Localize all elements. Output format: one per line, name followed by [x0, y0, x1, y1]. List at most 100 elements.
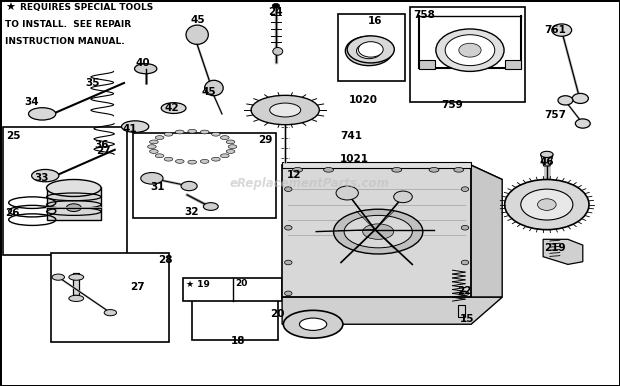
Ellipse shape — [200, 130, 209, 134]
Bar — [505, 60, 521, 69]
Text: eReplacementParts.com: eReplacementParts.com — [230, 177, 390, 190]
Text: REQUIRES SPECIAL TOOLS: REQUIRES SPECIAL TOOLS — [20, 3, 153, 12]
Text: INSTRUCTION MANUAL.: INSTRUCTION MANUAL. — [5, 37, 125, 46]
Text: 1021: 1021 — [340, 154, 369, 164]
Polygon shape — [471, 165, 502, 297]
Ellipse shape — [149, 149, 158, 153]
Ellipse shape — [541, 151, 553, 157]
Ellipse shape — [347, 36, 394, 63]
Ellipse shape — [363, 224, 394, 239]
Ellipse shape — [149, 140, 158, 144]
Ellipse shape — [164, 157, 173, 161]
Text: 41: 41 — [123, 124, 138, 134]
Ellipse shape — [436, 29, 504, 71]
Text: 26: 26 — [5, 208, 19, 218]
Ellipse shape — [181, 181, 197, 191]
Text: 27: 27 — [96, 146, 111, 156]
Bar — [183, 278, 282, 301]
Polygon shape — [282, 165, 502, 179]
Ellipse shape — [538, 199, 556, 210]
Ellipse shape — [221, 135, 229, 139]
Ellipse shape — [270, 103, 301, 117]
Bar — [458, 305, 465, 317]
Ellipse shape — [461, 187, 469, 191]
Text: 25: 25 — [6, 131, 20, 141]
Text: 24: 24 — [268, 7, 283, 17]
Ellipse shape — [141, 173, 163, 184]
Ellipse shape — [203, 203, 218, 210]
Bar — [410, 7, 525, 102]
Text: 32: 32 — [185, 207, 199, 217]
Ellipse shape — [392, 168, 402, 172]
Ellipse shape — [226, 140, 235, 144]
Text: 18: 18 — [231, 336, 246, 346]
Ellipse shape — [394, 191, 412, 203]
Text: 759: 759 — [441, 100, 463, 110]
Ellipse shape — [188, 160, 197, 164]
Ellipse shape — [69, 274, 84, 280]
Text: 33: 33 — [34, 173, 48, 183]
Text: 27: 27 — [130, 282, 145, 292]
Text: 15: 15 — [460, 314, 474, 324]
Ellipse shape — [205, 80, 223, 96]
Ellipse shape — [461, 260, 469, 265]
Text: 20: 20 — [236, 279, 248, 288]
Ellipse shape — [572, 93, 588, 103]
Polygon shape — [543, 239, 583, 264]
Text: 28: 28 — [158, 255, 172, 265]
Bar — [133, 133, 276, 218]
Ellipse shape — [324, 168, 334, 172]
Ellipse shape — [285, 291, 292, 296]
Ellipse shape — [104, 310, 117, 316]
Bar — [73, 273, 79, 295]
Ellipse shape — [558, 96, 573, 105]
Ellipse shape — [299, 318, 327, 330]
Text: 45: 45 — [202, 87, 216, 97]
Ellipse shape — [445, 35, 495, 66]
Ellipse shape — [521, 189, 573, 220]
Ellipse shape — [454, 168, 464, 172]
Bar — [192, 297, 278, 340]
Ellipse shape — [175, 130, 184, 134]
Text: 22: 22 — [458, 286, 472, 296]
Ellipse shape — [285, 187, 292, 191]
Text: TO INSTALL.  SEE REPAIR: TO INSTALL. SEE REPAIR — [5, 20, 131, 29]
Ellipse shape — [285, 260, 292, 265]
Text: ★ 19: ★ 19 — [186, 279, 210, 288]
Ellipse shape — [358, 42, 383, 57]
Ellipse shape — [188, 129, 197, 133]
Text: 40: 40 — [135, 58, 150, 68]
Text: 34: 34 — [25, 97, 40, 107]
Ellipse shape — [211, 132, 220, 136]
Ellipse shape — [46, 179, 101, 196]
Text: 45: 45 — [191, 15, 206, 25]
Ellipse shape — [345, 36, 392, 66]
Polygon shape — [282, 165, 471, 297]
Bar — [51, 253, 169, 342]
Ellipse shape — [334, 209, 423, 254]
Text: 761: 761 — [544, 25, 566, 36]
Ellipse shape — [66, 204, 81, 212]
Ellipse shape — [429, 168, 439, 172]
Ellipse shape — [552, 24, 572, 36]
Text: 219: 219 — [544, 243, 565, 253]
Ellipse shape — [148, 145, 156, 149]
Ellipse shape — [251, 95, 319, 125]
Ellipse shape — [164, 132, 173, 136]
Ellipse shape — [285, 225, 292, 230]
Ellipse shape — [336, 186, 358, 200]
Ellipse shape — [161, 103, 186, 113]
Ellipse shape — [29, 108, 56, 120]
Bar — [46, 187, 101, 220]
Bar — [419, 60, 435, 69]
Polygon shape — [282, 297, 502, 324]
Text: 757: 757 — [544, 110, 566, 120]
Ellipse shape — [69, 295, 84, 301]
Bar — [282, 162, 471, 168]
Ellipse shape — [135, 64, 157, 74]
Ellipse shape — [226, 149, 235, 153]
Ellipse shape — [155, 135, 164, 139]
Text: 46: 46 — [539, 157, 554, 168]
Text: 29: 29 — [258, 135, 272, 145]
Ellipse shape — [293, 168, 303, 172]
